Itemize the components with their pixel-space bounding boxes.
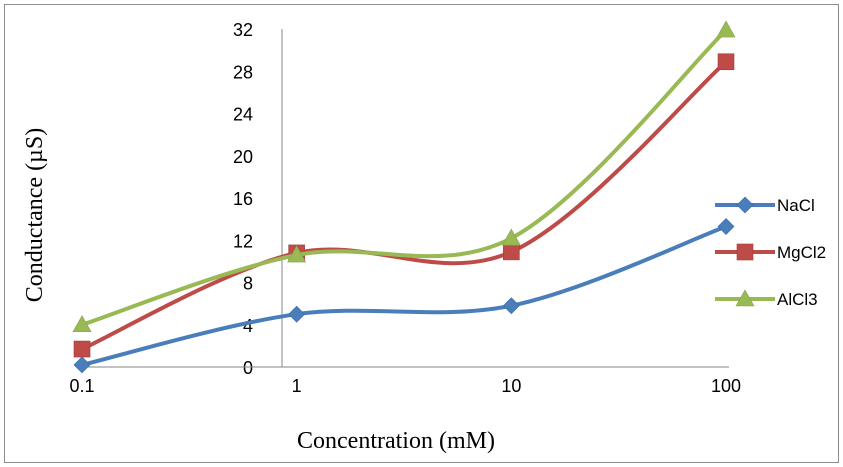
y-tick-label: 28 [233,62,253,82]
data-point [717,21,735,37]
data-point [718,219,734,235]
series-line [82,30,726,325]
y-tick-label: 24 [233,105,253,125]
series-line [82,227,726,365]
x-tick-label: 100 [711,376,741,396]
x-axis-title: Concentration (mM) [297,428,495,454]
legend-label: AlCl3 [777,290,818,309]
data-point [74,341,90,357]
legend-marker [737,244,753,260]
series-line [82,62,726,349]
data-point [503,298,519,314]
y-axis-title: Conductance (µS) [22,128,48,302]
legend: NaCl MgCl2 AlCl3 [715,196,826,309]
legend-marker [737,197,753,213]
data-point [502,229,520,245]
data-point [289,306,305,322]
legend-label: MgCl2 [777,243,826,262]
legend-label: NaCl [777,196,815,215]
legend-item: NaCl [715,196,815,215]
data-point [503,244,519,260]
data-point [718,54,734,70]
series-nacl [74,219,734,373]
x-tick-label: 10 [501,376,521,396]
x-tick-label: 0.1 [69,376,94,396]
x-tick-label: 1 [292,376,302,396]
legend-item: MgCl2 [715,243,826,262]
series-layer [73,21,735,373]
y-tick-label: 32 [233,20,253,40]
y-tick-label: 12 [233,231,253,251]
y-tick-label: 8 [243,274,253,294]
series-alcl3 [73,21,735,332]
legend-item: AlCl3 [715,290,818,309]
data-point [74,357,90,373]
y-tick-label: 0 [243,358,253,378]
y-tick-label: 4 [243,316,253,336]
y-tick-label: 16 [233,189,253,209]
y-tick-label: 20 [233,147,253,167]
x-axis-ticks: 0.1 1 10 100 [69,376,741,396]
